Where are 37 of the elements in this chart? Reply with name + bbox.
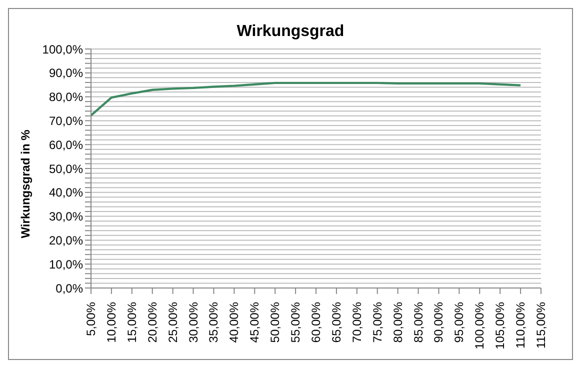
x-tick-label: 110,00% xyxy=(514,302,528,348)
x-tick-label: 90,00% xyxy=(432,302,446,343)
x-tick-label: 15,00% xyxy=(124,302,139,343)
y-axis-title: Wirkungsgrad in % xyxy=(18,130,32,238)
x-tick-label: 10,00% xyxy=(104,302,118,343)
y-tick-label: 60,0% xyxy=(48,138,84,152)
x-tick-label: 60,00% xyxy=(309,302,323,343)
x-tick-label: 50,00% xyxy=(268,302,282,343)
x-tick-label: 25,00% xyxy=(166,302,180,343)
y-tick-label: 90,0% xyxy=(48,66,84,80)
line-series xyxy=(90,82,522,117)
x-tick-label: 70,00% xyxy=(350,302,364,343)
chart-title: Wirkungsgrad xyxy=(236,23,344,40)
y-tick-label: 70,0% xyxy=(48,114,84,128)
y-tick-label: 50,0% xyxy=(48,162,84,176)
y-tick-label: 20,0% xyxy=(48,233,84,248)
y-tick-label: 100,0% xyxy=(42,42,84,56)
x-tick-label: 105,00% xyxy=(493,302,508,350)
x-tick-label: 85,00% xyxy=(411,302,426,343)
x-tick-label: 20,00% xyxy=(145,302,160,343)
y-tick-label: 0,0% xyxy=(56,281,84,296)
x-tick-label: 55,00% xyxy=(288,302,303,343)
x-tick-label: 45,00% xyxy=(248,302,262,343)
x-tick-label: 100,00% xyxy=(472,302,487,350)
x-tick-label: 80,00% xyxy=(390,302,405,343)
x-tick-label: 40,00% xyxy=(227,302,242,343)
x-tick-label: 75,00% xyxy=(370,302,384,343)
y-tick-label: 30,0% xyxy=(48,210,84,224)
x-tick-label: 115,00% xyxy=(534,302,548,348)
y-tick-label: 80,0% xyxy=(48,90,84,104)
y-tick-label: 40,0% xyxy=(48,186,84,200)
x-tick-label: 5,00% xyxy=(84,302,98,336)
x-tick-label: 65,00% xyxy=(329,302,344,343)
x-tick-label: 95,00% xyxy=(452,302,466,343)
x-tick-label: 35,00% xyxy=(206,302,221,343)
x-tick-label: 30,00% xyxy=(186,302,200,343)
y-tick-label: 10,0% xyxy=(48,257,84,272)
